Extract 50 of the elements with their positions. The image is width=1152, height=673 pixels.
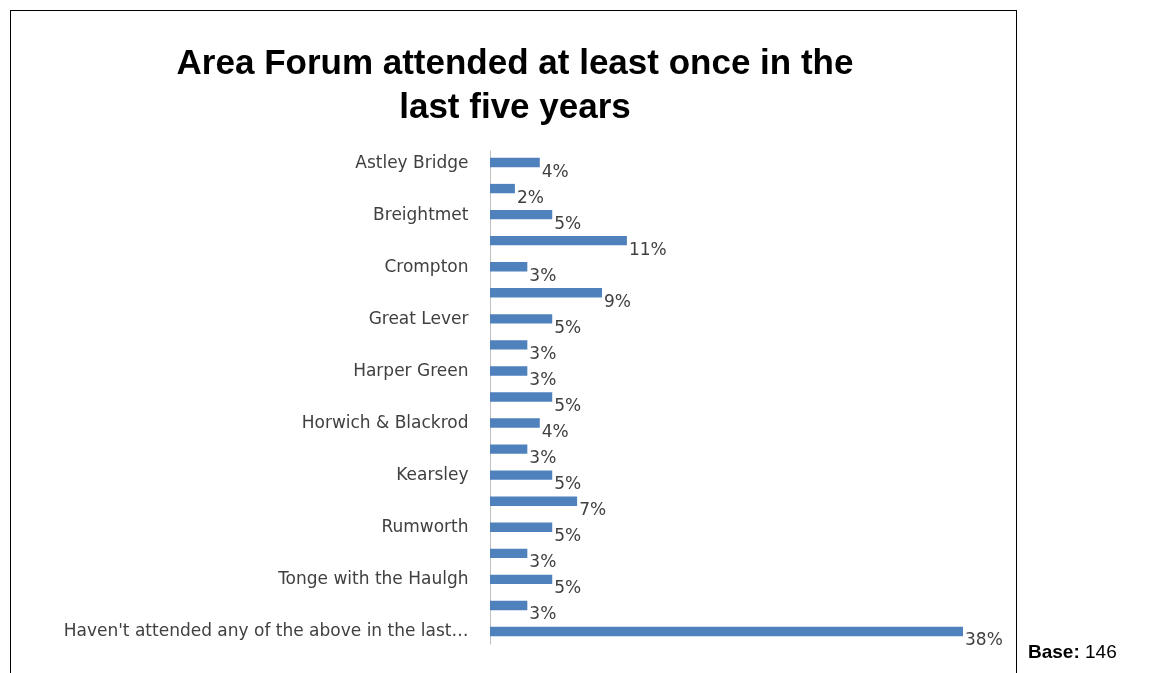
- bar: [490, 183, 515, 194]
- y-tick-label: Crompton: [384, 255, 469, 276]
- bar: [490, 288, 603, 298]
- y-tick-label: Breightmet: [373, 203, 469, 224]
- data-label: 4%: [541, 421, 569, 442]
- text: Base: 146: [1028, 641, 1117, 663]
- data-label: 5%: [554, 577, 582, 598]
- y-tick-label: Kearsley: [396, 464, 469, 485]
- data-label: 5%: [554, 316, 582, 337]
- data-label: 3%: [529, 603, 557, 624]
- bar: [490, 418, 540, 428]
- bar: [490, 548, 528, 559]
- bar: [490, 366, 528, 376]
- data-label: 3%: [529, 264, 557, 285]
- data-label: 3%: [529, 447, 557, 468]
- bar: [490, 600, 528, 611]
- bar: [490, 496, 578, 506]
- bar: [490, 574, 553, 585]
- data-label: 9%: [604, 290, 632, 311]
- data-label: 3%: [529, 368, 557, 389]
- y-tick-label: Horwich & Blackrod: [301, 412, 469, 433]
- bar: [490, 392, 553, 402]
- bar: [490, 209, 553, 220]
- y-tick-label: Great Lever: [368, 307, 469, 328]
- bar: [490, 340, 528, 350]
- data-label: 3%: [529, 551, 557, 572]
- data-label: 2%: [516, 186, 544, 207]
- y-tick-label: Astley Bridge: [355, 151, 469, 172]
- data-label: 5%: [554, 212, 582, 233]
- bar: [490, 522, 553, 532]
- data-label: 5%: [554, 473, 582, 494]
- y-tick-label: Rumworth: [381, 516, 469, 537]
- data-label: 5%: [554, 395, 582, 415]
- chart-title: Area Forum attended at least once in the last five years: [175, 41, 855, 127]
- y-tick-label: Harper Green: [353, 359, 469, 380]
- bar: [490, 444, 528, 454]
- y-tick-label: Haven't attended any of the above in the last…: [63, 620, 469, 641]
- bar: [490, 262, 528, 272]
- bar: [490, 314, 553, 324]
- data-label: 4%: [541, 160, 569, 181]
- y-tick-label: Tonge with the Haulgh: [277, 568, 469, 589]
- data-label: 11%: [628, 238, 667, 259]
- data-label: 3%: [529, 342, 557, 363]
- data-label: 38%: [965, 629, 1003, 650]
- bar: [490, 157, 540, 168]
- data-label: 5%: [554, 525, 582, 546]
- bar: [490, 470, 553, 480]
- data-label: 7%: [579, 499, 607, 520]
- bar: [490, 235, 627, 246]
- bar: [490, 626, 963, 637]
